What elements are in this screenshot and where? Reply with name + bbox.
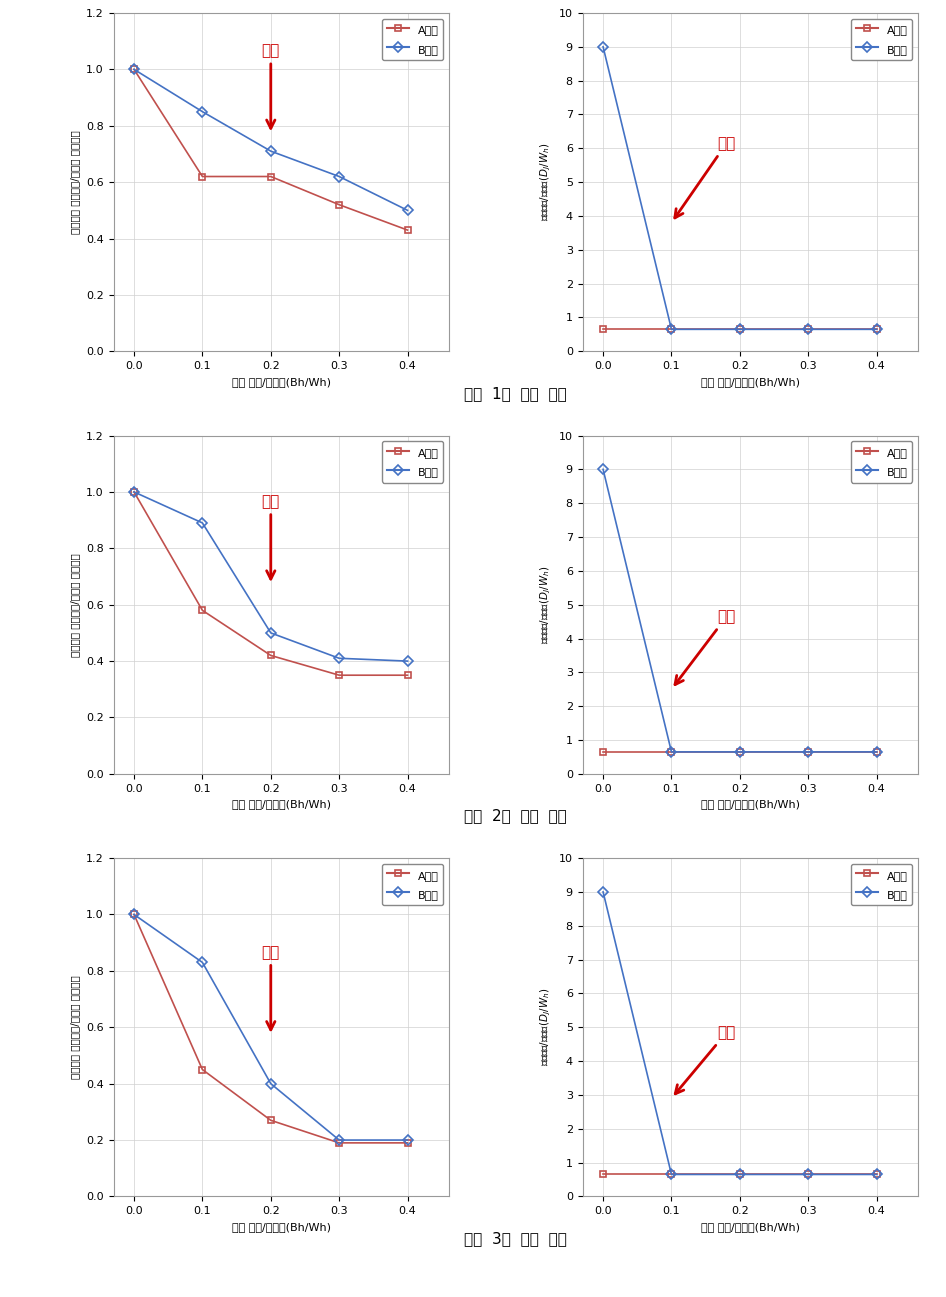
Legend: A유형, B유형: A유형, B유형 bbox=[382, 18, 443, 60]
Text: 최적: 최적 bbox=[262, 494, 280, 578]
Y-axis label: 배플설치 평균유속/미설치 평균유속: 배플설치 평균유속/미설치 평균유속 bbox=[71, 975, 80, 1079]
Text: 최적: 최적 bbox=[674, 136, 735, 218]
Legend: A유형, B유형: A유형, B유형 bbox=[382, 864, 443, 905]
Text: 배플  3열  직선  배열: 배플 3열 직선 배열 bbox=[464, 1231, 567, 1246]
X-axis label: 배플 높이/보높이(Bh/Wh): 배플 높이/보높이(Bh/Wh) bbox=[232, 376, 330, 387]
Legend: A유형, B유형: A유형, B유형 bbox=[851, 864, 912, 905]
Y-axis label: 너수길이/보높이($D_J$/$W_h$): 너수길이/보높이($D_J$/$W_h$) bbox=[539, 565, 553, 643]
Y-axis label: 배플설치 평균유속/미설치 평균유속: 배플설치 평균유속/미설치 평균유속 bbox=[71, 553, 80, 656]
Legend: A유형, B유형: A유형, B유형 bbox=[851, 441, 912, 482]
Text: 최적: 최적 bbox=[262, 43, 280, 128]
Legend: A유형, B유형: A유형, B유형 bbox=[851, 18, 912, 60]
Text: 최적: 최적 bbox=[675, 1026, 735, 1093]
X-axis label: 배플 높이/보높이(Bh/Wh): 배플 높이/보높이(Bh/Wh) bbox=[232, 799, 330, 809]
Text: 최적: 최적 bbox=[675, 610, 735, 685]
Text: 최적: 최적 bbox=[262, 944, 280, 1030]
X-axis label: 배플 높이/보높이(Bh/Wh): 배플 높이/보높이(Bh/Wh) bbox=[701, 799, 799, 809]
Y-axis label: 너수길이/보높이($D_J$/$W_h$): 너수길이/보높이($D_J$/$W_h$) bbox=[539, 143, 553, 222]
Text: 배플  1열  직선  배열: 배플 1열 직선 배열 bbox=[464, 387, 567, 401]
Y-axis label: 너수길이/보높이($D_J$/$W_h$): 너수길이/보높이($D_J$/$W_h$) bbox=[539, 988, 553, 1066]
X-axis label: 배플 높이/보높이(Bh/Wh): 배플 높이/보높이(Bh/Wh) bbox=[232, 1222, 330, 1232]
X-axis label: 배플 높이/보높이(Bh/Wh): 배플 높이/보높이(Bh/Wh) bbox=[701, 376, 799, 387]
Y-axis label: 배플설치 평균유속/미설치 평균유속: 배플설치 평균유속/미설치 평균유속 bbox=[71, 130, 80, 233]
Legend: A유형, B유형: A유형, B유형 bbox=[382, 441, 443, 482]
Text: 배플  2열  직선  배열: 배플 2열 직선 배열 bbox=[464, 808, 567, 824]
X-axis label: 배플 높이/보높이(Bh/Wh): 배플 높이/보높이(Bh/Wh) bbox=[701, 1222, 799, 1232]
